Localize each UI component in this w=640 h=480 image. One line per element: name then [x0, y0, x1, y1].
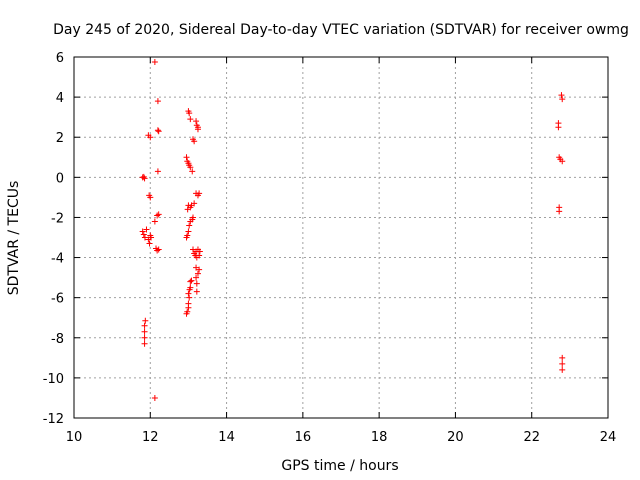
- y-tick-label: 0: [56, 171, 64, 186]
- data-point: [193, 264, 200, 271]
- data-point: [146, 240, 153, 247]
- data-point: [184, 232, 191, 239]
- data-point: [147, 194, 154, 201]
- data-point: [141, 328, 148, 335]
- data-point: [148, 234, 155, 241]
- data-point: [193, 288, 200, 295]
- data-point: [556, 208, 563, 215]
- x-axis-label: GPS time / hours: [281, 458, 398, 474]
- grid-lines: [74, 57, 608, 418]
- data-point: [141, 234, 148, 241]
- data-point: [154, 98, 161, 105]
- data-point: [139, 228, 146, 235]
- data-point: [194, 126, 201, 133]
- data-point: [558, 92, 565, 99]
- data-point: [194, 270, 201, 277]
- y-tick-label: -10: [43, 372, 64, 387]
- x-tick-label: 24: [600, 430, 617, 445]
- data-points: [139, 59, 566, 401]
- y-tick-label: 2: [56, 131, 64, 146]
- data-point: [154, 127, 161, 134]
- data-point: [141, 322, 148, 329]
- data-point: [187, 164, 194, 171]
- data-point: [142, 317, 149, 324]
- data-point: [189, 168, 196, 175]
- data-point: [187, 284, 194, 291]
- x-tick-label: 10: [66, 430, 83, 445]
- data-point: [190, 214, 197, 221]
- data-point: [155, 211, 162, 218]
- data-point: [196, 190, 203, 197]
- y-tick-label: -12: [43, 412, 64, 427]
- x-tick-label: 14: [218, 430, 235, 445]
- data-point: [188, 277, 195, 284]
- y-axis-label: SDTVAR / TECUs: [6, 181, 22, 296]
- data-point: [151, 394, 158, 401]
- data-point: [143, 226, 150, 233]
- x-tick-label: 20: [447, 430, 464, 445]
- y-tick-labels: -12 -10 -8 -6 -4 -2 0 2 4 6: [43, 51, 64, 427]
- data-point: [559, 158, 566, 165]
- x-tick-label: 16: [295, 430, 312, 445]
- data-point: [141, 340, 148, 347]
- data-point: [185, 290, 192, 297]
- x-tick-label: 12: [142, 430, 159, 445]
- x-tick-label: 18: [371, 430, 388, 445]
- data-point: [186, 294, 193, 301]
- chart-title: Day 245 of 2020, Sidereal Day-to-day VTE…: [53, 22, 629, 38]
- y-tick-label: -6: [51, 292, 64, 307]
- data-point: [155, 128, 162, 135]
- data-point: [140, 231, 147, 238]
- data-point: [559, 354, 566, 361]
- data-point: [186, 222, 193, 229]
- data-point: [140, 173, 147, 180]
- x-tick-label: 22: [523, 430, 540, 445]
- data-point: [196, 252, 203, 259]
- data-point: [151, 59, 158, 66]
- data-point: [187, 278, 194, 285]
- data-point: [151, 218, 158, 225]
- data-point: [154, 168, 161, 175]
- data-point: [193, 274, 200, 281]
- y-tick-label: -4: [51, 252, 64, 267]
- y-tick-label: -2: [51, 211, 64, 226]
- data-point: [185, 228, 192, 235]
- data-point: [193, 118, 200, 125]
- data-point: [183, 154, 190, 161]
- data-point: [185, 300, 192, 307]
- data-point: [559, 360, 566, 367]
- y-tick-label: 4: [56, 91, 64, 106]
- data-point: [147, 134, 154, 141]
- data-point: [196, 248, 203, 255]
- data-point: [559, 366, 566, 373]
- x-tick-labels: 10 12 14 16 18 20 22 24: [66, 430, 617, 445]
- data-point: [555, 124, 562, 131]
- data-point: [155, 246, 162, 253]
- y-tick-label: -8: [51, 332, 64, 347]
- data-point: [141, 175, 148, 182]
- data-point: [186, 110, 193, 117]
- data-point: [190, 136, 197, 143]
- data-point: [141, 334, 148, 341]
- data-point: [191, 200, 198, 207]
- data-point: [193, 280, 200, 287]
- axes: [73, 56, 609, 419]
- data-point: [187, 116, 194, 123]
- plot-border: [73, 56, 609, 419]
- y-tick-label: 6: [56, 51, 64, 66]
- data-point: [559, 96, 566, 103]
- data-point: [184, 308, 191, 315]
- data-point: [196, 266, 203, 273]
